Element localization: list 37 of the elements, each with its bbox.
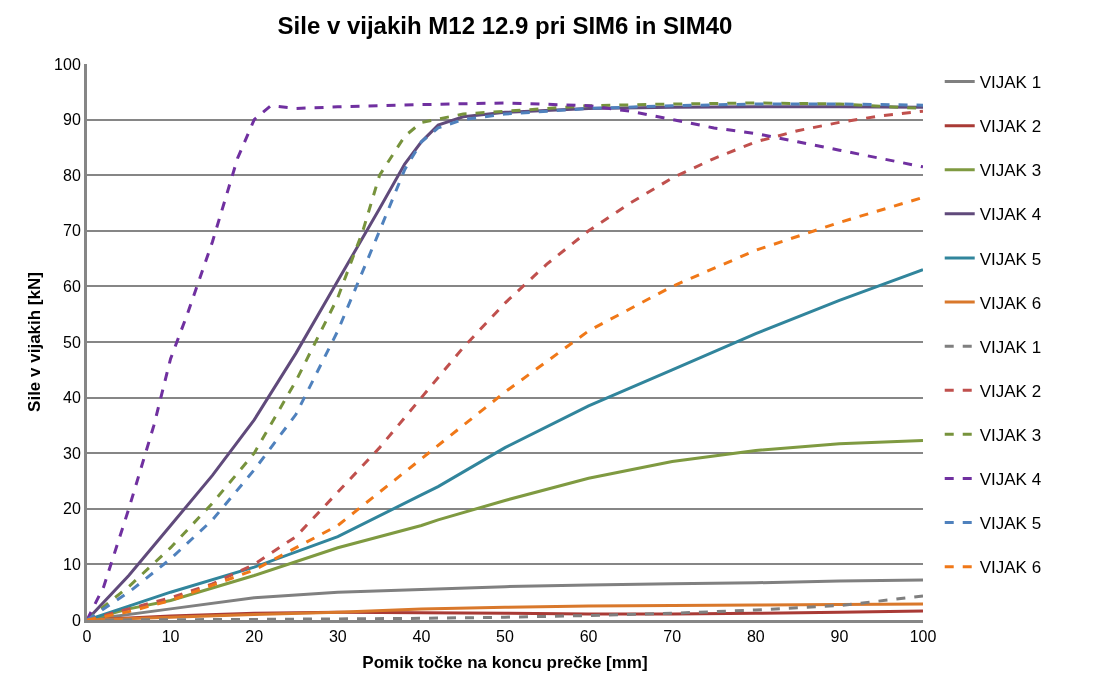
y-tick-label: 20 bbox=[63, 500, 81, 518]
legend-label: VIJAK 4 bbox=[979, 470, 1042, 490]
chart-title: Sile v vijakih M12 12.9 pri SIM6 in SIM40 bbox=[277, 12, 733, 40]
x-tick-label: 50 bbox=[496, 628, 514, 646]
y-tick-label: 60 bbox=[63, 278, 81, 295]
y-tick-label: 90 bbox=[63, 111, 81, 129]
legend-label: VIJAK 6 bbox=[979, 558, 1042, 578]
legend-label: VIJAK 4 bbox=[979, 205, 1042, 225]
legend-label: VIJAK 5 bbox=[979, 249, 1042, 269]
x-axis-title: Pomik točke na koncu prečke [mm] bbox=[362, 652, 648, 672]
x-tick-label: 70 bbox=[663, 628, 682, 646]
y-axis-title: Sile v vijakih [kN] bbox=[24, 272, 44, 412]
x-tick-label: 10 bbox=[161, 628, 180, 646]
y-tick-label: 0 bbox=[71, 611, 81, 629]
x-tick-label: 60 bbox=[579, 628, 598, 646]
legend-label: VIJAK 3 bbox=[979, 425, 1042, 445]
legend-label: VIJAK 1 bbox=[979, 337, 1042, 357]
x-tick-label: 20 bbox=[245, 628, 264, 646]
y-tick-label: 100 bbox=[54, 55, 81, 73]
legend-label: VIJAK 3 bbox=[979, 161, 1042, 181]
x-tick-label: 30 bbox=[328, 628, 347, 646]
legend-label: VIJAK 6 bbox=[979, 293, 1042, 313]
y-tick-label: 30 bbox=[63, 444, 81, 462]
y-tick-label: 40 bbox=[63, 389, 81, 407]
legend-label: VIJAK 1 bbox=[979, 73, 1042, 93]
legend-label: VIJAK 2 bbox=[979, 117, 1042, 137]
y-tick-label: 70 bbox=[63, 222, 81, 240]
y-tick-label: 50 bbox=[63, 333, 81, 351]
legend-label: VIJAK 5 bbox=[979, 514, 1042, 534]
x-tick-label: 80 bbox=[746, 628, 765, 646]
legend-label: VIJAK 2 bbox=[979, 381, 1042, 401]
x-tick-label: 40 bbox=[412, 628, 431, 646]
y-tick-label: 10 bbox=[63, 556, 81, 573]
x-tick-label: 0 bbox=[82, 628, 92, 646]
y-tick-label: 80 bbox=[63, 166, 81, 184]
x-tick-label: 90 bbox=[830, 628, 849, 646]
x-tick-label: 100 bbox=[909, 628, 937, 646]
